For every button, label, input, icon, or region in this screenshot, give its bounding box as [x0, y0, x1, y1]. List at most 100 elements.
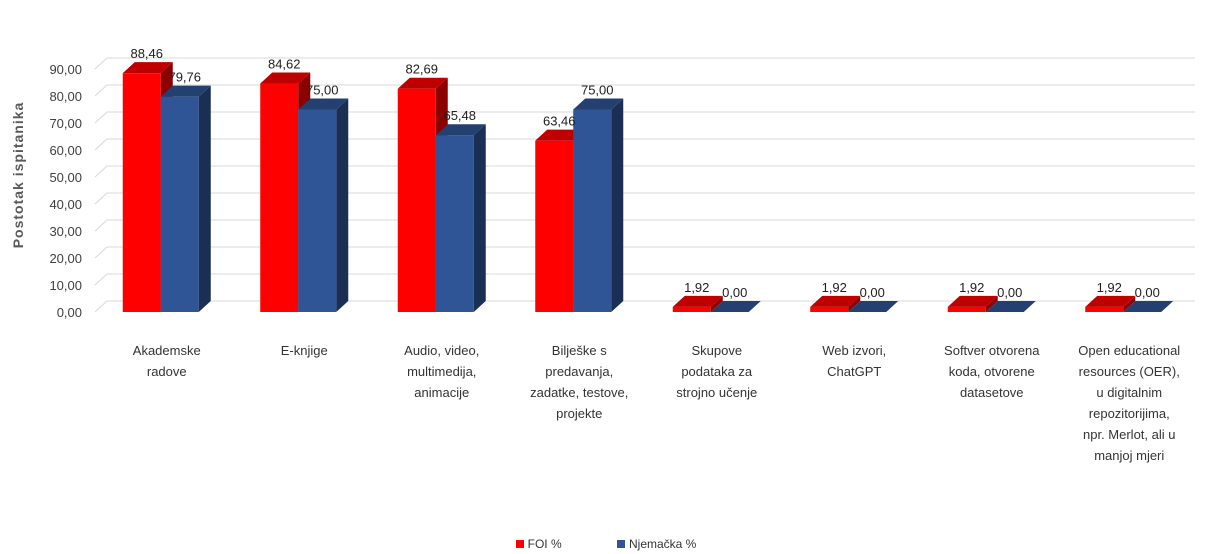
legend-item-foi: FOI %: [515, 537, 562, 551]
x-tick-label: Bilješke s predavanja, zadatke, testove,…: [530, 343, 629, 421]
x-tick-label: Skupove podataka za strojno učenje: [676, 343, 758, 400]
x-tick-label: Akademske radove: [132, 343, 201, 379]
bar-top: [397, 77, 448, 89]
gridline: [94, 246, 1195, 259]
bar-top: [298, 98, 349, 110]
y-tick-label: 20,00: [49, 251, 82, 266]
bar-front: [122, 73, 161, 313]
data-label: 65,48: [443, 108, 476, 123]
data-label: 1,92: [1097, 280, 1122, 295]
bar-top: [1085, 295, 1136, 307]
bar-front: [435, 135, 474, 312]
bar-front: [810, 306, 849, 312]
y-tick-label: 60,00: [49, 143, 82, 158]
bar-top: [260, 72, 311, 84]
bar-foi-4: [672, 295, 723, 312]
bar-front: [298, 109, 337, 312]
gridlines: [94, 57, 1195, 313]
data-label: 1,92: [959, 280, 984, 295]
bar-top: [810, 295, 861, 307]
bar-front: [1085, 306, 1124, 312]
bar-side: [848, 295, 861, 312]
data-label: 0,00: [997, 285, 1022, 300]
gridline: [94, 273, 1195, 286]
bar-njemacka-1: [298, 98, 349, 312]
y-axis-title: Postotak ispitanika: [10, 102, 26, 249]
bar-side: [198, 85, 211, 312]
data-label: 79,76: [168, 70, 201, 85]
x-tick-label: Audio, video, multimedija, animacije: [404, 343, 480, 400]
gridline: [94, 219, 1195, 232]
bar-top: [710, 301, 761, 312]
y-tick-label: 0,00: [57, 305, 82, 320]
gridline: [94, 57, 1195, 70]
bar-top: [947, 295, 998, 307]
data-label: 63,46: [543, 114, 576, 129]
bar-front: [160, 96, 199, 312]
bar-top: [435, 124, 486, 136]
bar-njemacka-2: [435, 124, 486, 312]
gridline: [94, 84, 1195, 97]
bar-front: [260, 83, 299, 312]
bar-njemacka-0: [160, 85, 211, 312]
gridline: [94, 138, 1195, 151]
bar-foi-7: [1085, 295, 1136, 312]
data-label: 0,00: [722, 285, 747, 300]
bar-side: [336, 98, 349, 312]
x-tick-label: Softver otvorena koda, otvorene dataseto…: [944, 343, 1040, 400]
bar-side: [985, 295, 998, 312]
bar-top: [672, 295, 723, 307]
bar-njemacka-3: [573, 98, 624, 312]
y-tick-label: 80,00: [49, 89, 82, 104]
bar-njemacka-4: [710, 301, 761, 312]
x-tick-label: Open educational resources (OER), u digi…: [1078, 343, 1181, 463]
data-label: 84,62: [268, 57, 301, 72]
bar-top: [122, 62, 173, 74]
bar-front: [535, 140, 574, 312]
bar-top: [535, 129, 586, 141]
bar-top: [1123, 301, 1174, 312]
y-tick-label: 30,00: [49, 224, 82, 239]
bar-front: [947, 306, 986, 312]
y-tick-label: 10,00: [49, 278, 82, 293]
data-labels: 88,46 79,76 84,62 75,00 82,69 65,48 63,46 75,00…: [130, 46, 1159, 300]
bar-side: [473, 124, 486, 312]
bar-top: [985, 301, 1036, 312]
legend: FOI % Njemačka %: [0, 537, 1212, 551]
y-tick-label: 70,00: [49, 116, 82, 131]
y-tick-label: 90,00: [49, 62, 82, 77]
x-tick-label: E-knjige: [280, 343, 328, 358]
bar-top: [573, 98, 624, 110]
bar-side: [710, 295, 723, 312]
data-label: 88,46: [130, 46, 163, 61]
y-tick-label: 40,00: [49, 197, 82, 212]
legend-swatch-njemacka: [617, 540, 625, 548]
data-label: 82,69: [405, 62, 438, 77]
data-label: 75,00: [581, 83, 614, 98]
bar-foi-5: [810, 295, 861, 312]
legend-label-foi: FOI %: [527, 537, 562, 551]
data-label: 1,92: [684, 280, 709, 295]
bar-side: [611, 98, 624, 312]
bar-side: [1123, 295, 1136, 312]
bar-top: [160, 85, 211, 97]
bar-top: [848, 301, 899, 312]
bar-foi-6: [947, 295, 998, 312]
bar-njemacka-6: [985, 301, 1036, 312]
bar-front: [573, 109, 612, 312]
bar-front: [397, 88, 436, 312]
data-label: 75,00: [306, 83, 339, 98]
bar-njemacka-5: [848, 301, 899, 312]
bars: [122, 62, 1174, 313]
y-axis: 0,00 10,00 20,00 30,00 40,00 50,00 60,00 70,00 8…: [49, 62, 82, 320]
data-label: 0,00: [860, 285, 885, 300]
data-label: 1,92: [822, 280, 847, 295]
legend-item-njemacka: Njemačka %: [617, 537, 696, 551]
y-tick-label: 50,00: [49, 170, 82, 185]
legend-swatch-foi: [515, 540, 524, 548]
x-tick-label: Web izvori, ChatGPT: [822, 343, 887, 379]
legend-label-njemacka: Njemačka %: [629, 537, 697, 551]
bar-front: [672, 306, 711, 312]
gridline: [94, 192, 1195, 205]
